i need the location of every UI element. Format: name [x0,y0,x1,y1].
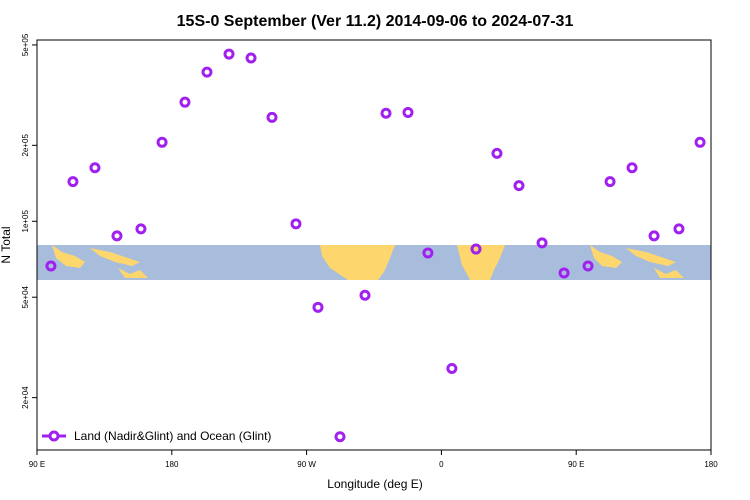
data-point [648,230,660,242]
data-point [558,267,570,279]
data-point [470,243,482,255]
data-point [312,301,324,313]
data-point [626,162,638,174]
data-point [156,136,168,148]
data-point [604,176,616,188]
data-point [673,223,685,235]
data-point [290,218,302,230]
x-tick-label: 90 E [568,460,584,469]
legend-marker [48,430,60,442]
data-point [201,66,213,78]
data-point [334,431,346,443]
data-point [359,289,371,301]
x-tick-label: 0 [439,460,444,469]
plot-frame [36,39,712,451]
map-band [37,245,711,280]
data-point [223,48,235,60]
x-axis-label: Longitude (deg E) [327,477,422,491]
data-point [67,176,79,188]
x-tick-label: 180 [165,460,179,469]
data-point [491,147,503,159]
data-point [179,96,191,108]
y-tick-label: 5e+04 [21,285,30,308]
data-point [245,52,257,64]
data-point [380,107,392,119]
y-tick-label: 1e+05 [21,209,30,232]
data-point [694,136,706,148]
data-point [135,223,147,235]
x-tick-label: 180 [704,460,718,469]
x-tick-label: 90 E [29,460,45,469]
data-point [446,362,458,374]
x-tick-label: 90 W [297,460,316,469]
data-point [422,247,434,259]
chart-title: 15S-0 September (Ver 11.2) 2014-09-06 to… [177,13,574,30]
data-point [513,180,525,192]
data-point [536,237,548,249]
legend-label: Land (Nadir&Glint) and Ocean (Glint) [74,429,271,443]
data-point [89,162,101,174]
y-tick-label: 2e+05 [21,134,30,157]
data-point [402,106,414,118]
data-point [582,260,594,272]
data-point [266,111,278,123]
y-tick-label: 2e+04 [21,386,30,409]
data-point [111,230,123,242]
y-tick-label: 5e+05 [21,33,30,56]
y-axis-label: N Total [0,226,13,263]
data-point [45,260,57,272]
